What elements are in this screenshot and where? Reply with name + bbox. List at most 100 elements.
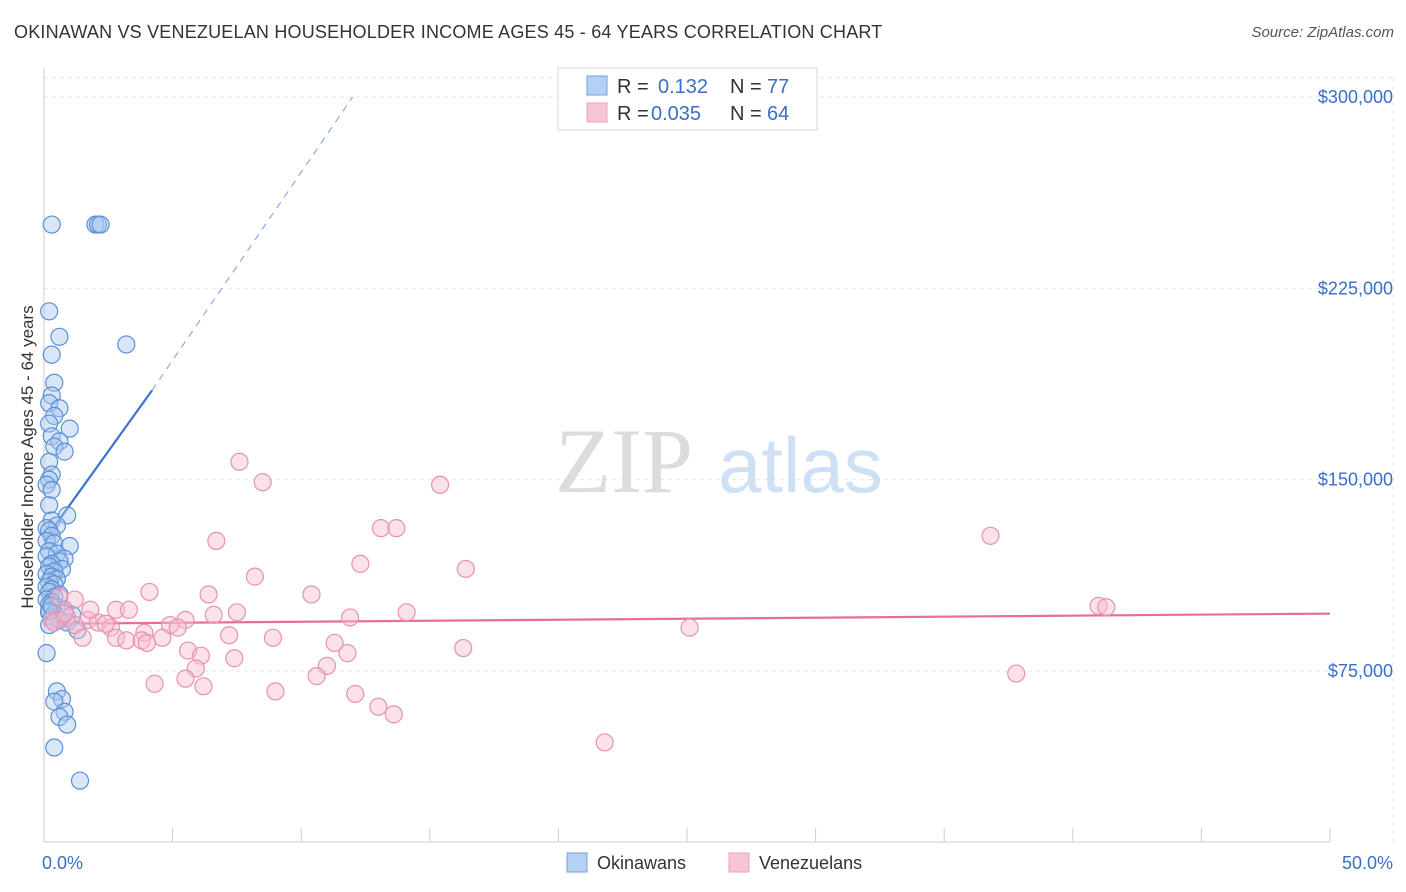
okinawan-point <box>37 644 56 663</box>
venezuelan-trend-line <box>43 612 1331 625</box>
x-tick-min: 0.0% <box>42 853 83 873</box>
okinawan-point <box>91 215 110 234</box>
okinawan-trend-line <box>43 389 153 542</box>
legend-swatch-venezuelan <box>586 102 608 123</box>
venezuelan-point <box>680 618 699 637</box>
venezuelan-point <box>595 733 614 752</box>
venezuelan-point <box>369 697 388 716</box>
legend-bottom-label-venezuelan: Venezuelans <box>759 853 862 873</box>
y-tick-label: $150,000 <box>1318 470 1393 490</box>
venezuelan-point <box>207 531 226 550</box>
legend-bottom-swatch-venezuelan <box>728 852 750 873</box>
legend-n-label-venezuelan: N = <box>730 103 762 125</box>
okinawan-point <box>42 345 61 364</box>
y-tick-label: $75,000 <box>1328 661 1393 681</box>
okinawan-point <box>117 335 136 354</box>
venezuelan-point <box>145 674 164 693</box>
venezuelan-point <box>168 618 187 637</box>
venezuelan-point <box>225 649 244 668</box>
venezuelan-point <box>307 667 326 686</box>
venezuelan-point <box>220 626 239 645</box>
venezuelan-point <box>227 603 246 622</box>
venezuelan-point <box>266 682 285 701</box>
okinawan-point <box>55 442 74 461</box>
venezuelan-point <box>1097 598 1116 617</box>
x-tick-max: 50.0% <box>1342 853 1393 873</box>
venezuelan-point <box>65 590 84 609</box>
venezuelan-point <box>45 613 64 632</box>
venezuelan-point <box>230 452 249 471</box>
legend-bottom: Okinawans Venezuelans <box>566 852 862 873</box>
venezuelan-point <box>132 631 151 650</box>
venezuelan-point <box>263 628 283 647</box>
legend-bottom-swatch-okinawan <box>566 852 588 873</box>
legend-n-value-venezuelan: 64 <box>767 103 789 125</box>
venezuelan-point <box>117 631 136 650</box>
watermark-atlas: atlas <box>718 421 883 509</box>
y-tick-label: $225,000 <box>1318 278 1393 298</box>
venezuelan-point <box>338 644 357 663</box>
venezuelan-point <box>325 633 344 653</box>
source-label: Source: ZipAtlas.com <box>1251 24 1394 41</box>
venezuelan-point <box>397 603 416 622</box>
venezuelan-point <box>1007 664 1026 683</box>
legend-n-value-okinawan: 77 <box>767 76 789 98</box>
y-axis-label: Householder Income Ages 45 - 64 years <box>18 305 37 608</box>
chart-title: OKINAWAN VS VENEZUELAN HOUSEHOLDER INCOM… <box>14 22 883 42</box>
venezuelan-point <box>199 585 218 604</box>
venezuelan-point <box>140 582 159 602</box>
watermark-zip: ZIP <box>555 410 693 512</box>
okinawan-point <box>70 771 90 790</box>
legend-top: R = 0.132 N = 77 R = 0.035 N = 64 <box>557 67 818 131</box>
okinawan-point <box>58 715 77 734</box>
venezuelan-point <box>106 600 126 619</box>
okinawan-point <box>42 465 61 484</box>
venezuelan-points <box>42 452 1116 752</box>
venezuelan-point <box>1089 596 1108 616</box>
venezuelan-point <box>119 600 138 619</box>
legend-r-label-okinawan: R = <box>617 76 649 98</box>
okinawan-point <box>37 475 56 494</box>
venezuelan-point <box>176 669 195 688</box>
venezuelan-point <box>454 638 473 658</box>
venezuelan-point <box>346 684 365 704</box>
venezuelan-point <box>96 614 115 633</box>
okinawan-point <box>45 738 64 757</box>
okinawan-point <box>60 419 79 438</box>
venezuelan-point <box>81 600 100 619</box>
okinawan-point <box>50 327 69 346</box>
legend-r-label-venezuelan: R = <box>617 103 649 125</box>
venezuelan-point <box>351 554 370 573</box>
venezuelan-point <box>456 559 475 579</box>
venezuelan-point <box>73 628 92 647</box>
legend-n-label-okinawan: N = <box>730 76 762 98</box>
okinawan-point <box>40 302 59 321</box>
venezuelan-point <box>194 677 213 696</box>
venezuelan-point <box>153 628 172 647</box>
venezuelan-point <box>302 585 321 604</box>
legend-r-value-venezuelan: 0.035 <box>651 103 701 125</box>
okinawan-point <box>42 480 61 499</box>
y-tick-labels: $75,000 $150,000 $225,000 $300,000 <box>1318 87 1393 681</box>
okinawan-point <box>40 496 59 515</box>
legend-swatch-okinawan <box>586 75 608 96</box>
venezuelan-point <box>137 633 156 653</box>
trend-lines <box>43 96 1331 625</box>
okinawan-point <box>50 707 69 727</box>
okinawan-point <box>40 615 59 635</box>
legend-bottom-label-okinawan: Okinawans <box>597 853 686 873</box>
venezuelan-point <box>55 604 74 623</box>
venezuelan-point <box>387 519 406 538</box>
okinawan-point <box>50 432 69 451</box>
okinawan-trend-extension <box>151 96 354 391</box>
okinawan-point <box>42 215 61 234</box>
venezuelan-point <box>371 519 391 538</box>
y-tick-label: $300,000 <box>1318 87 1393 107</box>
venezuelan-point <box>384 705 403 724</box>
venezuelan-point <box>204 605 223 624</box>
venezuelan-point <box>245 567 265 586</box>
okinawan-points <box>37 215 136 790</box>
venezuelan-point <box>253 473 272 492</box>
venezuelan-point <box>50 587 69 607</box>
